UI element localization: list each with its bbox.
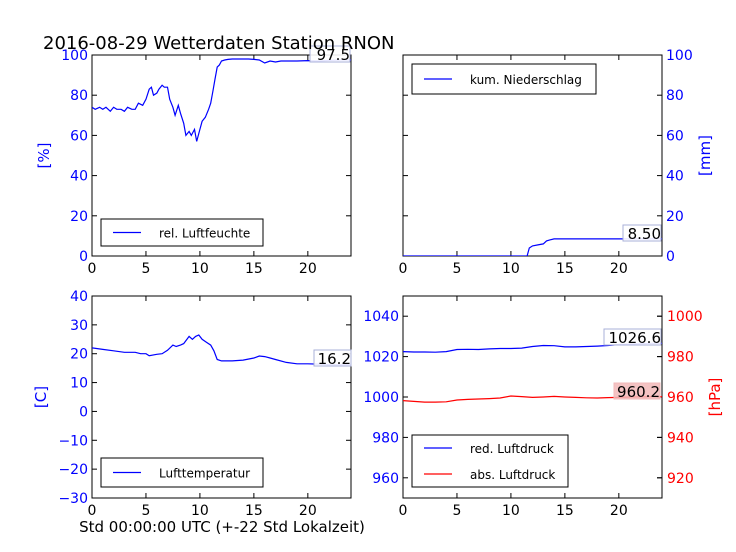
x-tick-label: 10: [191, 503, 209, 519]
legend-entry: Lufttemperatur: [159, 467, 250, 481]
last-value-label: 960.2: [617, 383, 660, 401]
y-tick-label: 980: [372, 430, 399, 446]
x-tick-label: 20: [299, 503, 317, 519]
series-line-rel-luftfeuchte: [92, 58, 351, 142]
panel-humidity: 0 5 10 15 20 0 20 40 60 80 100 [%] rel. Luftfeuchte 9…: [35, 45, 352, 277]
last-value-box: [313, 349, 352, 367]
y-tick-label: 0: [79, 249, 88, 265]
y-tick-label: 10: [70, 376, 88, 392]
y-axis-label: [hPa]: [706, 378, 724, 417]
last-value-label: 1026.6: [609, 329, 662, 347]
plot-frame: [91, 295, 352, 499]
y-tick-label: 1020: [363, 350, 399, 366]
chart-title: 2016-08-29 Wetterdaten Station RNON: [43, 33, 394, 54]
x-tick-label: 5: [141, 503, 150, 519]
x-tick-label: 0: [88, 503, 97, 519]
x-tick-label: 5: [452, 261, 461, 277]
x-tick-label: 20: [299, 261, 317, 277]
last-value-box: [309, 45, 351, 63]
last-value-box: [603, 328, 662, 346]
legend-entry: abs. Luftdruck: [470, 468, 555, 482]
x-tick-label: 0: [399, 503, 408, 519]
x-tick-label: 10: [502, 503, 520, 519]
x-tick-label: 15: [556, 503, 574, 519]
y-tick-label: 0: [666, 249, 675, 265]
y-tick-label: 80: [666, 88, 684, 104]
y-tick-label-right: 1000: [667, 309, 703, 325]
last-value-box: [613, 382, 661, 400]
y-axis-label: [mm]: [696, 135, 714, 176]
x-tick-label: 0: [399, 261, 408, 277]
y-tick-label: 40: [70, 289, 88, 305]
y-tick-label: 0: [79, 404, 88, 420]
legend-entry: kum. Niederschlag: [470, 73, 582, 87]
x-tick-label: 5: [452, 503, 461, 519]
legend-entry: rel. Luftfeuchte: [159, 227, 250, 241]
y-tick-label-right: 980: [667, 350, 694, 366]
x-tick-label: 15: [245, 261, 263, 277]
panel-pressure: 0 5 10 15 20 960 980 1000 1020 1040 920 940 960 980 10…: [363, 295, 724, 519]
y-tick-label: 1040: [363, 309, 399, 325]
panel-precipitation: 0 5 10 15 20 0 20 40 60 80 100 [mm] kum. Niederschla…: [399, 48, 714, 277]
x-tick-label: 20: [610, 503, 628, 519]
plot-frame: [91, 54, 352, 257]
panel-temperature: 0 5 10 15 20 −30 −20 −10 0 10 20 30 40 [C] Lufttempera…: [32, 289, 352, 519]
y-tick-label: −20: [58, 462, 88, 478]
x-tick-label: 15: [556, 261, 574, 277]
plot-frame: [402, 54, 663, 257]
y-tick-label: 40: [70, 169, 88, 185]
legend-box: [411, 434, 569, 488]
x-tick-label: 15: [245, 503, 263, 519]
series-line-kum-niederschlag: [403, 238, 662, 256]
y-tick-label: 60: [666, 128, 684, 144]
y-tick-label: −10: [58, 433, 88, 449]
x-axis-label: Std 00:00:00 UTC (+-22 Std Lokalzeit): [79, 518, 365, 536]
x-tick-label: 10: [502, 261, 520, 277]
y-tick-label-right: 920: [667, 471, 694, 487]
series-line-lufttemperatur: [92, 334, 351, 366]
x-tick-label: 0: [88, 261, 97, 277]
y-axis-label: [C]: [32, 386, 50, 408]
last-value-label: 8.50: [628, 225, 661, 243]
y-tick-label: 40: [666, 169, 684, 185]
y-tick-label: 30: [70, 318, 88, 334]
y-tick-label: 20: [70, 209, 88, 225]
y-tick-label: 20: [666, 209, 684, 225]
legend-entry: red. Luftdruck: [470, 442, 554, 456]
last-value-label: 16.2: [318, 350, 351, 368]
x-tick-label: 5: [141, 261, 150, 277]
y-tick-label: 960: [372, 471, 399, 487]
last-value-box: [622, 224, 662, 242]
y-tick-label: 80: [70, 88, 88, 104]
y-axis-label: [%]: [35, 143, 53, 169]
y-tick-label: 20: [70, 347, 88, 363]
y-tick-label: 100: [61, 48, 88, 64]
y-tick-label: 1000: [363, 390, 399, 406]
y-tick-label-right: 960: [667, 390, 694, 406]
x-tick-label: 10: [191, 261, 209, 277]
y-tick-label: 100: [666, 48, 693, 64]
x-tick-label: 20: [610, 261, 628, 277]
y-tick-label: −30: [58, 491, 88, 507]
y-tick-label-right: 940: [667, 430, 694, 446]
last-value-label: 97.5: [317, 46, 350, 64]
y-tick-label: 60: [70, 128, 88, 144]
